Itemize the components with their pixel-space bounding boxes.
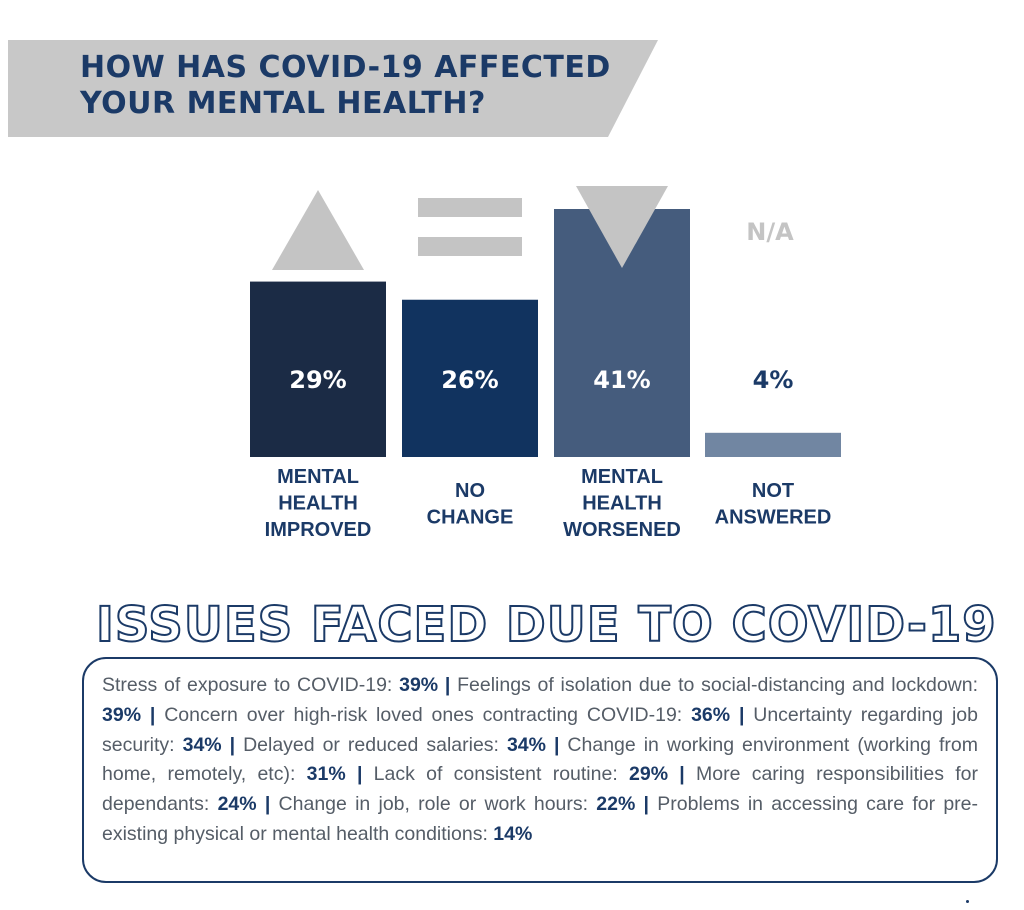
bar-3 — [705, 432, 841, 457]
category-label-2-2: WORSENED — [563, 519, 681, 541]
category-label-3-0: NOT — [752, 480, 794, 502]
issue-separator: | — [229, 733, 236, 756]
issue-label: Feelings of isolation due to social-dist… — [457, 674, 979, 696]
category-label-1-0: NO — [455, 480, 485, 502]
title-line-2: YOUR MENTAL HEALTH? — [80, 86, 486, 121]
title-banner: HOW HAS COVID-19 AFFECTED YOUR MENTAL HE… — [0, 0, 1024, 140]
issue-label: Lack of consistent routine: — [373, 763, 629, 786]
category-label-0-2: IMPROVED — [265, 519, 372, 541]
issue-label: Concern over high-risk loved ones contra… — [164, 703, 692, 726]
bar-value-label-3: 4% — [753, 366, 794, 394]
category-label-2-1: HEALTH — [582, 493, 662, 515]
issue-label: Change in working environment (working f… — [102, 733, 978, 786]
bar-value-label-1: 26% — [441, 366, 498, 394]
issues-section-title: ISSUES FACED DUE TO COVID-19 — [95, 596, 997, 654]
issue-separator: | — [444, 674, 451, 696]
no-change-equals-icon-top — [418, 198, 522, 217]
issue-percentage: 31% — [306, 763, 346, 786]
issue-label: Uncertainty regarding job security: — [102, 703, 978, 756]
issue-separator: | — [149, 703, 156, 726]
banner-shape — [8, 40, 658, 137]
issues-list: Stress of exposure to COVID-19: 39% | Fe… — [102, 671, 978, 850]
issue-label: Problems in accessing care for pre-exist… — [102, 793, 979, 845]
no-change-equals-icon-bottom — [418, 237, 522, 256]
bar-0 — [250, 281, 386, 457]
bar-value-label-2: 41% — [593, 366, 650, 394]
issue-percentage: 14% — [493, 822, 533, 845]
improved-up-triangle-icon — [272, 190, 364, 270]
issue-separator: | — [264, 793, 271, 816]
worsened-down-triangle-icon — [576, 186, 668, 268]
issue-percentage: 39% — [399, 674, 439, 696]
issue-separator: | — [679, 763, 685, 786]
issue-percentage: 24% — [217, 793, 257, 816]
category-label-2-0: MENTAL — [581, 466, 663, 488]
issue-separator: | — [553, 733, 560, 756]
issue-percentage: 34% — [182, 733, 222, 756]
title-line-1: HOW HAS COVID-19 AFFECTED — [80, 50, 611, 85]
issues-box: Stress of exposure to COVID-19: 39% | Fe… — [82, 657, 998, 883]
issue-percentage: 22% — [596, 793, 636, 816]
issue-separator: | — [738, 703, 745, 726]
bar-1 — [402, 299, 538, 457]
category-label-1-1: CHANGE — [427, 507, 514, 529]
issue-percentage: 39% — [102, 703, 142, 726]
category-label-0-1: HEALTH — [278, 493, 358, 515]
page-title: HOW HAS COVID-19 AFFECTED YOUR MENTAL HE… — [80, 50, 611, 122]
issue-percentage: 29% — [629, 763, 669, 786]
issue-percentage: 34% — [506, 733, 546, 756]
banner-background — [8, 40, 658, 137]
issue-label: More caring responsibilities for dependa… — [102, 763, 978, 816]
category-label-0-0: MENTAL — [277, 466, 359, 488]
not-answered-na-label: N/A — [746, 218, 794, 246]
decorative-dot — [966, 900, 969, 903]
issue-label: Change in job, role or work hours: — [278, 793, 597, 816]
issue-label: Stress of exposure to COVID-19: — [102, 674, 400, 696]
issue-separator: | — [643, 793, 650, 816]
category-label-3-1: ANSWERED — [715, 507, 832, 529]
issue-label: Delayed or reduced salaries: — [243, 733, 507, 756]
bar-value-label-0: 29% — [289, 366, 346, 394]
mental-health-bar-chart: 29% MENTAL HEALTH IMPROVED 26% NO CHANGE 41% MEN… — [250, 186, 841, 541]
issue-separator: | — [356, 763, 363, 786]
issue-percentage: 36% — [691, 703, 731, 726]
